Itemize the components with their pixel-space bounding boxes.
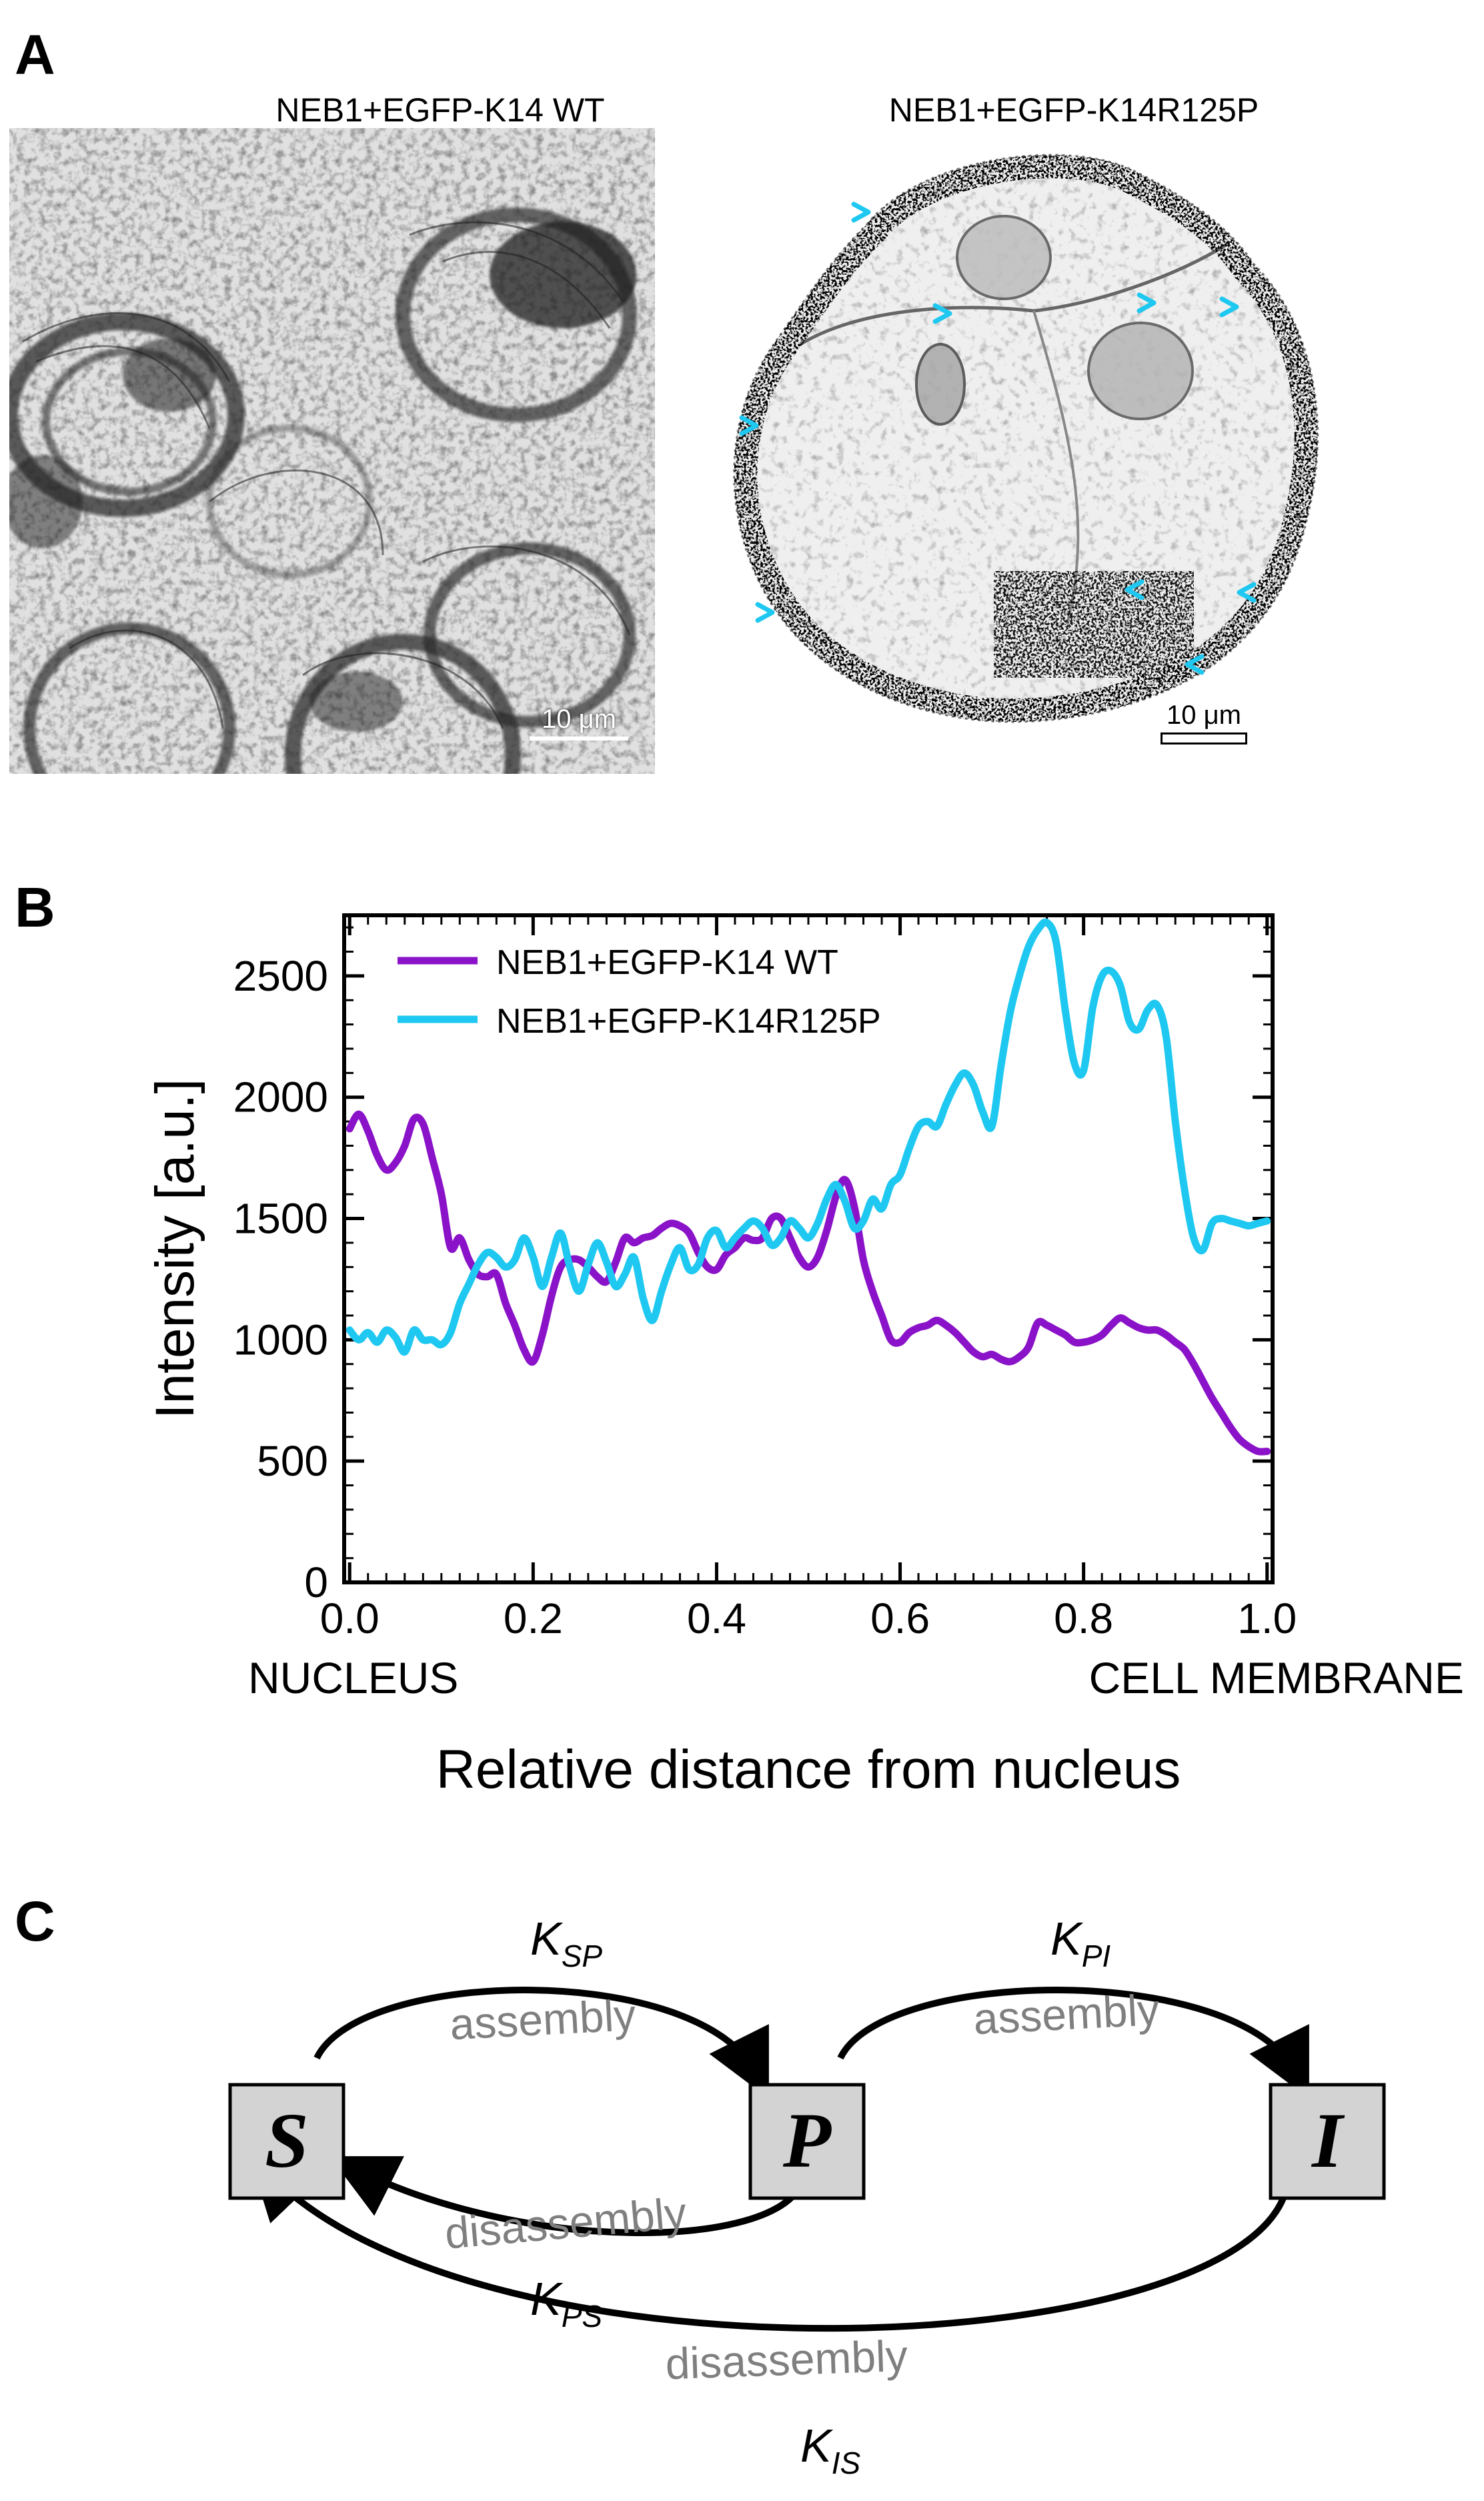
x-axis-label: Relative distance from nucleus [436, 1739, 1181, 1800]
arrowhead-marker [1125, 579, 1145, 600]
rate-k-is-sub: IS [832, 2446, 861, 2480]
rate-k-ps-sub: PS [562, 2299, 603, 2334]
arrowhead-markers [739, 201, 1257, 675]
rate-k-pi-sub: PI [1082, 1939, 1111, 1973]
y-tick-label: 2000 [233, 1073, 328, 1121]
arrowhead-marker [1237, 582, 1257, 603]
arrowhead-marker [1185, 654, 1205, 675]
arrowhead-marker [851, 201, 871, 223]
scalebar-mutant: 10 μm [1161, 702, 1247, 744]
arrowhead-marker [932, 303, 952, 324]
label-assembly-pi: assembly [972, 1985, 1161, 2043]
rate-k-is-base: K [800, 2420, 834, 2472]
y-tick-label: 1500 [233, 1195, 328, 1243]
state-box-p-rect [748, 2083, 866, 2200]
rate-k-is: KIS [800, 2420, 860, 2480]
micrograph-wt: 10 μm [9, 128, 655, 774]
arrowhead-marker [739, 415, 759, 436]
rate-k-sp: KSP [530, 1913, 602, 1973]
scalebar-mutant-bar [1161, 732, 1247, 744]
series-line-wt [345, 1110, 1271, 1456]
rate-k-pi: KPI [1050, 1913, 1110, 1973]
right-image-title: NEB1+EGFP-K14R125P [888, 91, 1259, 129]
y-axis-label: Intensity [a.u.] [145, 1079, 205, 1420]
x-tick-labels: 0.0 0.2 0.4 0.6 0.8 1.0 [320, 1594, 1297, 1642]
scalebar-wt-label: 10 μm [542, 704, 616, 734]
scalebar-mutant-label: 10 μm [1167, 700, 1241, 730]
series-line-mutant [345, 918, 1271, 1356]
y-tick-label: 500 [257, 1437, 328, 1485]
state-box-p: P [748, 2083, 866, 2200]
state-box-s: S [228, 2083, 345, 2200]
state-label-p: P [782, 2097, 832, 2184]
x-tick-label: 0.2 [504, 1594, 563, 1642]
arrow-i-to-s [248, 2152, 1291, 2332]
rate-k-sp-sub: SP [562, 1939, 603, 1973]
x-tick-label: 1.0 [1237, 1594, 1297, 1642]
arrowhead-marker [1137, 292, 1157, 314]
state-box-s-rect [228, 2083, 345, 2200]
rate-k-ps: KPS [530, 2273, 602, 2334]
arrowhead-marker [755, 602, 775, 623]
y-tick-labels: 0 500 1000 1500 2000 2500 [233, 952, 328, 1606]
micrograph-mutant-image [733, 153, 1319, 723]
panel-letter-c: C [15, 1890, 55, 1953]
x-end-label-left: NUCLEUS [248, 1653, 458, 1702]
x-tick-label: 0.6 [870, 1594, 930, 1642]
state-box-i-rect [1269, 2083, 1386, 2200]
legend-label-wt: NEB1+EGFP-K14 WT [496, 943, 838, 982]
x-tick-label: 0.4 [687, 1594, 746, 1642]
arrow-s-to-p [313, 1987, 769, 2099]
arrowhead-marker [1219, 296, 1239, 318]
label-assembly-sp: assembly [449, 1990, 637, 2049]
arrow-p-to-i [837, 1987, 1309, 2099]
label-disassembly-is: disassembly [664, 2331, 908, 2389]
kinetic-scheme: S P I KSP KPI KPS KIS assembly assembly … [228, 1913, 1386, 2480]
y-tick-label: 0 [304, 1558, 328, 1606]
legend: NEB1+EGFP-K14 WT NEB1+EGFP-K14R125P [398, 943, 881, 1041]
series-lines [345, 918, 1271, 1456]
micrograph-wt-image [9, 128, 655, 774]
scalebar-wt: 10 μm [530, 706, 628, 740]
micrograph-mutant: 10 μm [720, 144, 1341, 744]
panel-letter-b: B [15, 876, 55, 939]
rate-k-pi-base: K [1050, 1913, 1084, 1965]
rate-k-sp-base: K [530, 1913, 564, 1965]
state-label-s: S [265, 2097, 309, 2184]
state-box-i: I [1269, 2083, 1386, 2200]
x-tick-label: 0.8 [1054, 1594, 1113, 1642]
y-tick-label: 1000 [233, 1316, 328, 1364]
arrow-p-to-s [329, 2156, 804, 2236]
legend-label-mutant: NEB1+EGFP-K14R125P [496, 1002, 881, 1041]
rate-k-ps-base: K [530, 2273, 564, 2325]
panel-letter-a: A [15, 23, 55, 86]
x-end-label-right: CELL MEMBRANE [1089, 1653, 1464, 1702]
label-disassembly-ps: disassembly [443, 2187, 688, 2258]
left-image-title: NEB1+EGFP-K14 WT [275, 91, 605, 129]
x-tick-label: 0.0 [320, 1594, 380, 1642]
state-label-i: I [1311, 2097, 1345, 2184]
y-tick-label: 2500 [233, 952, 328, 1000]
scalebar-wt-bar [530, 736, 628, 740]
